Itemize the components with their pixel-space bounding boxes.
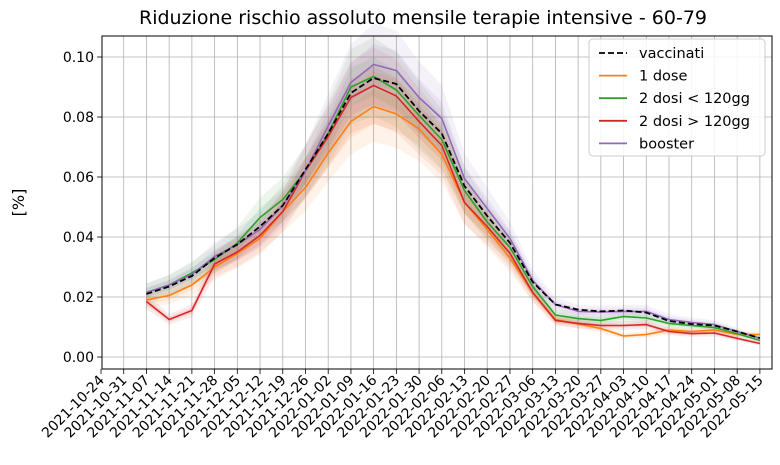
legend-box: [588, 38, 766, 157]
y-axis-label: [%]: [9, 189, 28, 217]
series-line: [146, 75, 761, 342]
confidence-band: [146, 37, 760, 343]
legend-label: 1 dose: [639, 69, 687, 85]
legend: vaccinati 1 dose 2 dosi < 120gg 2 dosi > 12…: [588, 38, 766, 157]
legend-label: vaccinati: [639, 46, 704, 62]
x-axis-ticks: 2021-10-242021-10-312021-11-072021-11-14…: [39, 369, 767, 441]
series-line: [146, 77, 761, 339]
y-tick-label: 0.02: [63, 290, 94, 306]
series-line: [145, 84, 761, 345]
legend-label: 2 dosi > 120gg: [639, 114, 750, 130]
series-line: [146, 105, 760, 337]
legend-label: booster: [639, 136, 694, 152]
plot-frame: [101, 35, 773, 370]
y-tick-label: 0.06: [63, 170, 94, 186]
y-axis-ticks: 0.00 0.02 0.04 0.06 0.08 0.10: [63, 50, 102, 366]
y-tick-label: 0.10: [63, 50, 94, 66]
confidence-band: [146, 47, 760, 346]
confidence-bands: [146, 23, 760, 346]
y-tick-label: 0.00: [63, 350, 94, 366]
series-lines: [145, 63, 761, 345]
y-tick-label: 0.04: [63, 230, 94, 246]
chart-title: Riduzione rischio assoluto mensile terap…: [139, 7, 707, 29]
grid: [102, 36, 772, 369]
series-line: [146, 63, 761, 339]
y-tick-label: 0.08: [63, 110, 94, 126]
legend-label: 2 dosi < 120gg: [639, 91, 750, 107]
